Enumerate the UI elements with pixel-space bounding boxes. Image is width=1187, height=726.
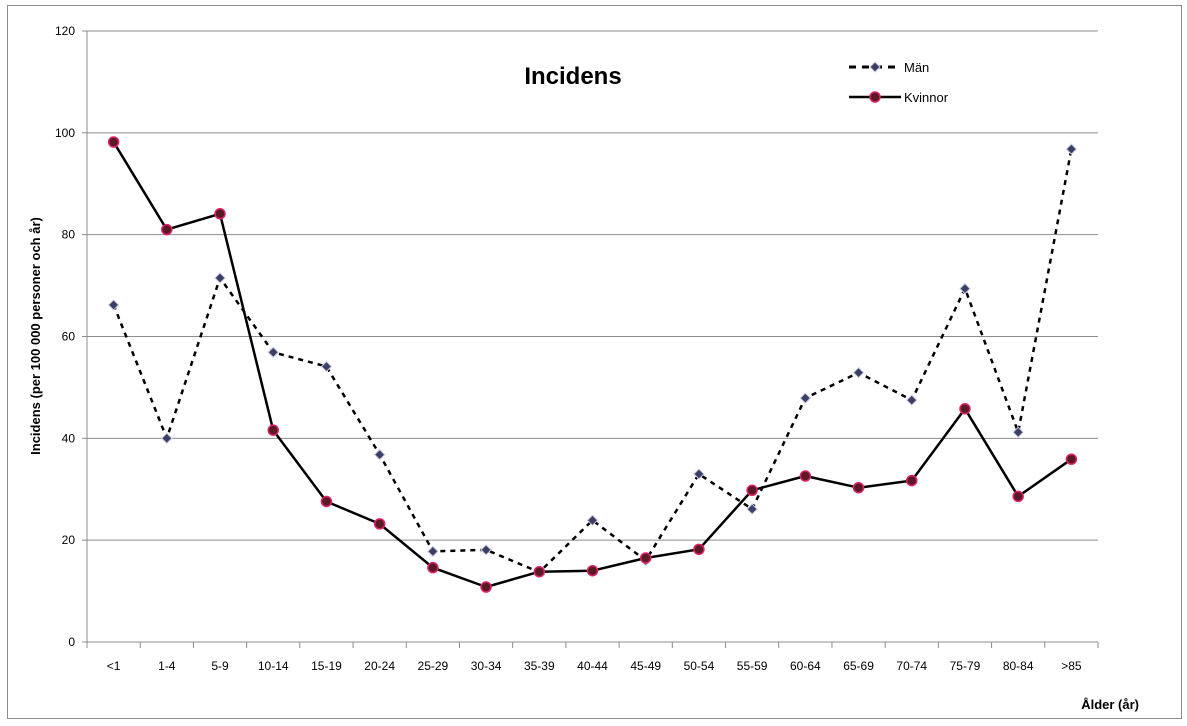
series-kvinnor bbox=[107, 136, 1078, 593]
x-tick-label: 50-54 bbox=[684, 659, 715, 673]
y-axis-label: Incidens (per 100 000 personer och år) bbox=[28, 217, 43, 455]
x-tick-label: 60-64 bbox=[790, 659, 821, 673]
series-layer bbox=[107, 136, 1078, 593]
data-point bbox=[427, 561, 439, 574]
x-tick-label: 65-69 bbox=[843, 659, 874, 673]
y-tick-label: 20 bbox=[62, 533, 76, 547]
chart-title: Incidens bbox=[524, 63, 621, 90]
gridlines bbox=[87, 30, 1098, 541]
data-point bbox=[214, 208, 226, 220]
data-point bbox=[1012, 426, 1024, 438]
data-point bbox=[427, 545, 439, 558]
data-point bbox=[799, 470, 812, 482]
data-point bbox=[373, 448, 386, 461]
x-tick-label: 25-29 bbox=[418, 659, 449, 673]
y-axis-ticks: 0 20 40 60 80 100 120 bbox=[55, 24, 87, 649]
data-point bbox=[852, 366, 865, 379]
data-point bbox=[1065, 143, 1078, 155]
y-tick-label: 80 bbox=[62, 228, 76, 242]
data-point bbox=[639, 552, 652, 564]
legend-marker-man bbox=[869, 61, 881, 73]
x-tick-label: 1-4 bbox=[158, 659, 176, 673]
data-point bbox=[533, 565, 546, 578]
data-point bbox=[161, 432, 173, 445]
data-point bbox=[480, 581, 492, 593]
x-tick-label: 55-59 bbox=[737, 659, 768, 673]
y-tick-label: 40 bbox=[62, 431, 76, 445]
x-axis-ticks: <1 1-4 5-9 10-14 15-19 20-24 25-29 30-34 35-39 40… bbox=[86, 642, 1099, 673]
data-point bbox=[746, 503, 758, 515]
data-point bbox=[693, 543, 705, 556]
data-point bbox=[1012, 490, 1024, 503]
x-tick-label: 70-74 bbox=[896, 659, 927, 673]
y-tick-label: 120 bbox=[55, 24, 75, 38]
x-tick-label: 75-79 bbox=[950, 659, 981, 673]
data-point bbox=[1065, 453, 1078, 465]
data-point bbox=[586, 514, 599, 527]
data-point bbox=[107, 136, 120, 148]
data-point bbox=[959, 403, 971, 415]
legend: Män Kvinnor bbox=[849, 60, 949, 105]
data-point bbox=[586, 564, 599, 577]
x-tick-label: >85 bbox=[1061, 659, 1082, 673]
x-tick-label: 30-34 bbox=[471, 659, 502, 673]
data-point bbox=[959, 282, 971, 295]
x-tick-label: 45-49 bbox=[630, 659, 661, 673]
data-point bbox=[906, 394, 918, 406]
data-point bbox=[320, 360, 333, 373]
data-point bbox=[799, 392, 812, 404]
data-point bbox=[373, 518, 386, 530]
legend-label-man: Män bbox=[904, 60, 929, 75]
y-tick-label: 100 bbox=[55, 126, 75, 140]
data-point bbox=[320, 495, 333, 508]
legend-item-man: Män bbox=[849, 60, 929, 75]
x-tick-label: 20-24 bbox=[364, 659, 395, 673]
data-point bbox=[214, 272, 226, 284]
data-point bbox=[852, 481, 865, 494]
y-tick-label: 60 bbox=[62, 330, 76, 344]
data-point bbox=[267, 346, 279, 358]
data-point bbox=[746, 484, 758, 497]
data-point bbox=[480, 544, 492, 556]
data-point bbox=[161, 223, 173, 236]
x-tick-label: <1 bbox=[107, 659, 121, 673]
data-point bbox=[693, 468, 705, 480]
legend-item-kvinnor: Kvinnor bbox=[849, 90, 949, 105]
line-chart: 0 20 40 60 80 100 120 <1 1-4 5-9 10-14 15-19 20-24 2… bbox=[28, 24, 1139, 712]
legend-marker-kvinnor bbox=[869, 91, 881, 103]
data-point bbox=[267, 424, 279, 436]
data-point bbox=[906, 474, 918, 487]
x-tick-label: 5-9 bbox=[211, 659, 229, 673]
legend-label-kvinnor: Kvinnor bbox=[904, 90, 949, 105]
x-tick-label: 80-84 bbox=[1003, 659, 1034, 673]
x-tick-label: 35-39 bbox=[524, 659, 555, 673]
series-man bbox=[107, 143, 1078, 578]
chart-frame: 0 20 40 60 80 100 120 <1 1-4 5-9 10-14 15-19 20-24 2… bbox=[7, 5, 1182, 719]
x-tick-label: 15-19 bbox=[311, 659, 342, 673]
x-tick-label: 40-44 bbox=[577, 659, 608, 673]
x-axis-label: Ålder (år) bbox=[1081, 697, 1139, 712]
data-point bbox=[107, 299, 120, 311]
y-tick-label: 0 bbox=[68, 635, 75, 649]
x-tick-label: 10-14 bbox=[258, 659, 289, 673]
